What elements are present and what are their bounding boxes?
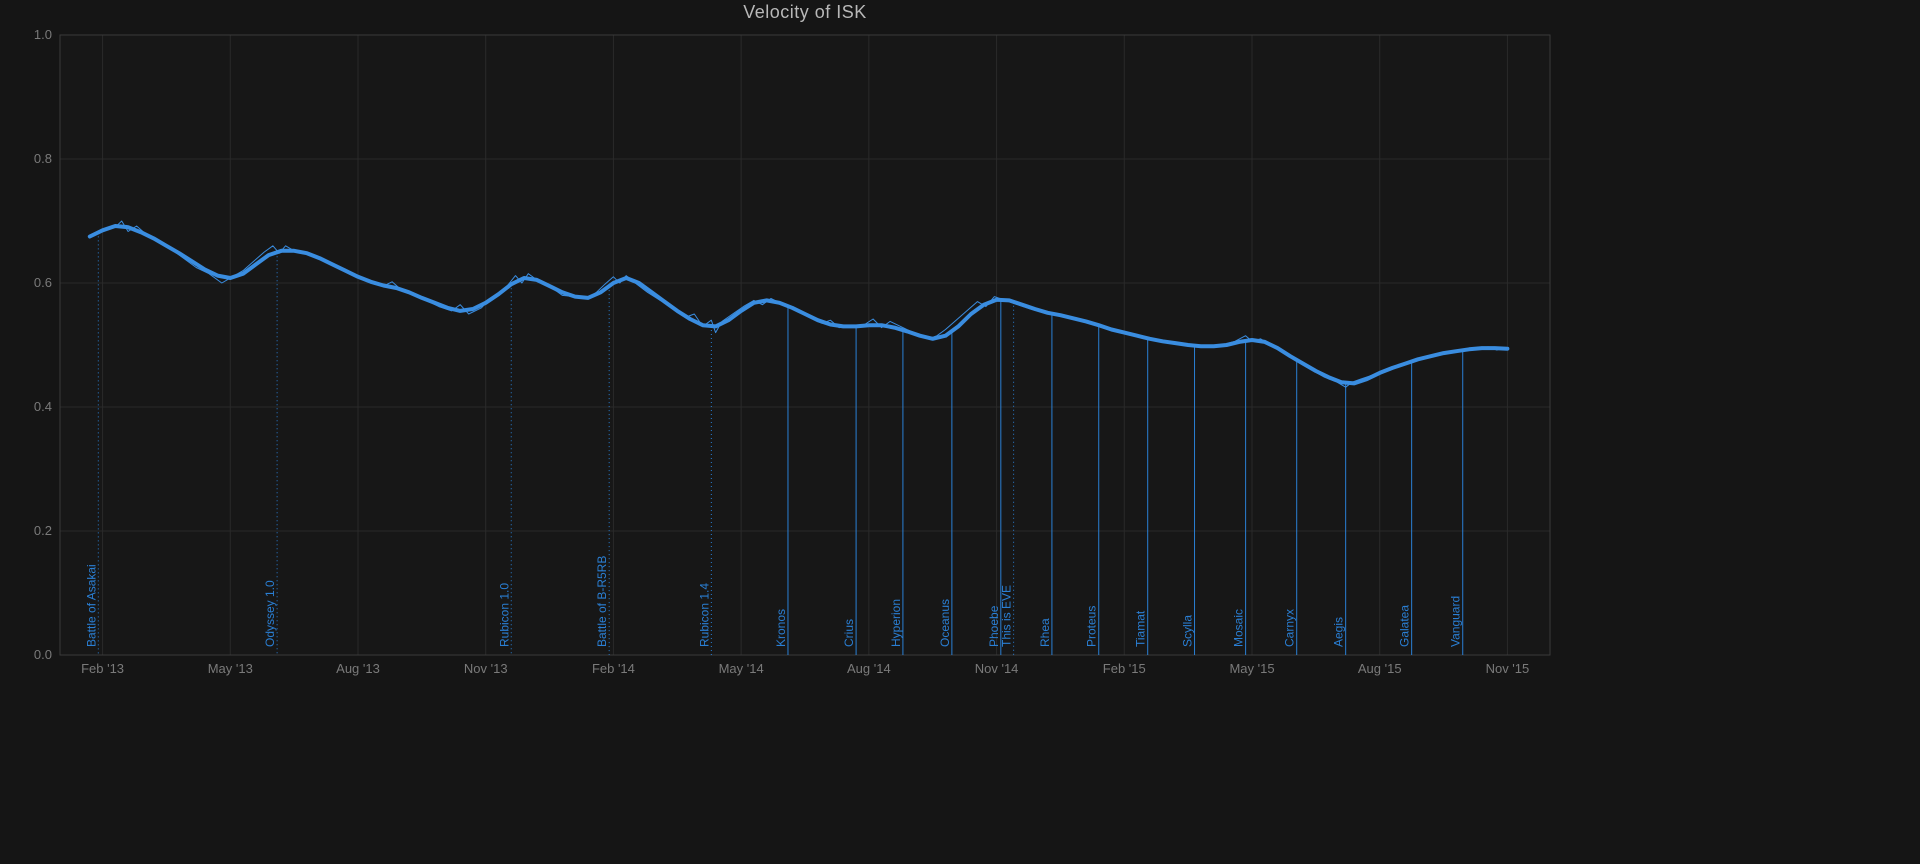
event-label: Kronos xyxy=(774,609,788,647)
y-tick-label: 0.8 xyxy=(34,151,52,166)
event-label: This is EVE xyxy=(1000,585,1014,647)
event-label: Rubicon 1.4 xyxy=(697,583,711,647)
event-label: Galatea xyxy=(1398,605,1412,647)
y-tick-label: 0.4 xyxy=(34,399,52,414)
x-tick-label: Nov '15 xyxy=(1486,661,1530,676)
x-tick-label: May '13 xyxy=(208,661,253,676)
event-label: Scylla xyxy=(1181,615,1195,647)
event-label: Proteus xyxy=(1085,606,1099,647)
x-tick-label: Nov '14 xyxy=(975,661,1019,676)
event-label: Rubicon 1.0 xyxy=(497,583,511,647)
x-tick-label: Feb '13 xyxy=(81,661,124,676)
event-label: Carnyx xyxy=(1283,609,1297,647)
event-label: Vanguard xyxy=(1449,596,1463,647)
chart-title: Velocity of ISK xyxy=(743,2,867,22)
x-tick-label: May '15 xyxy=(1229,661,1274,676)
y-tick-label: 0.6 xyxy=(34,275,52,290)
event-label: Battle of Asakai xyxy=(84,564,98,647)
x-tick-label: Feb '14 xyxy=(592,661,635,676)
x-tick-label: Aug '13 xyxy=(336,661,380,676)
event-label: Oceanus xyxy=(938,599,952,647)
event-label: Crius xyxy=(842,619,856,647)
y-tick-label: 0.2 xyxy=(34,523,52,538)
event-label: Battle of B-R5RB xyxy=(595,556,609,647)
x-tick-label: Feb '15 xyxy=(1103,661,1146,676)
event-label: Aegis xyxy=(1332,617,1346,647)
event-label: Odyssey 1.0 xyxy=(263,580,277,647)
velocity-of-isk-chart: Velocity of ISK 0.0 0.2 0.4 0.6 0.8 1.0 Feb '13… xyxy=(0,0,1570,700)
event-label: Rhea xyxy=(1038,618,1052,647)
event-label: Mosaic xyxy=(1232,609,1246,647)
event-label: Hyperion xyxy=(889,599,903,647)
y-tick-label: 1.0 xyxy=(34,27,52,42)
plot-area xyxy=(60,35,1550,655)
x-tick-label: Nov '13 xyxy=(464,661,508,676)
chart-container: Velocity of ISK 0.0 0.2 0.4 0.6 0.8 1.0 Feb '13… xyxy=(0,0,1920,864)
x-tick-label: May '14 xyxy=(719,661,764,676)
x-tick-label: Aug '14 xyxy=(847,661,891,676)
event-label: Tiamat xyxy=(1134,610,1148,647)
x-tick-label: Aug '15 xyxy=(1358,661,1402,676)
y-tick-label: 0.0 xyxy=(34,647,52,662)
